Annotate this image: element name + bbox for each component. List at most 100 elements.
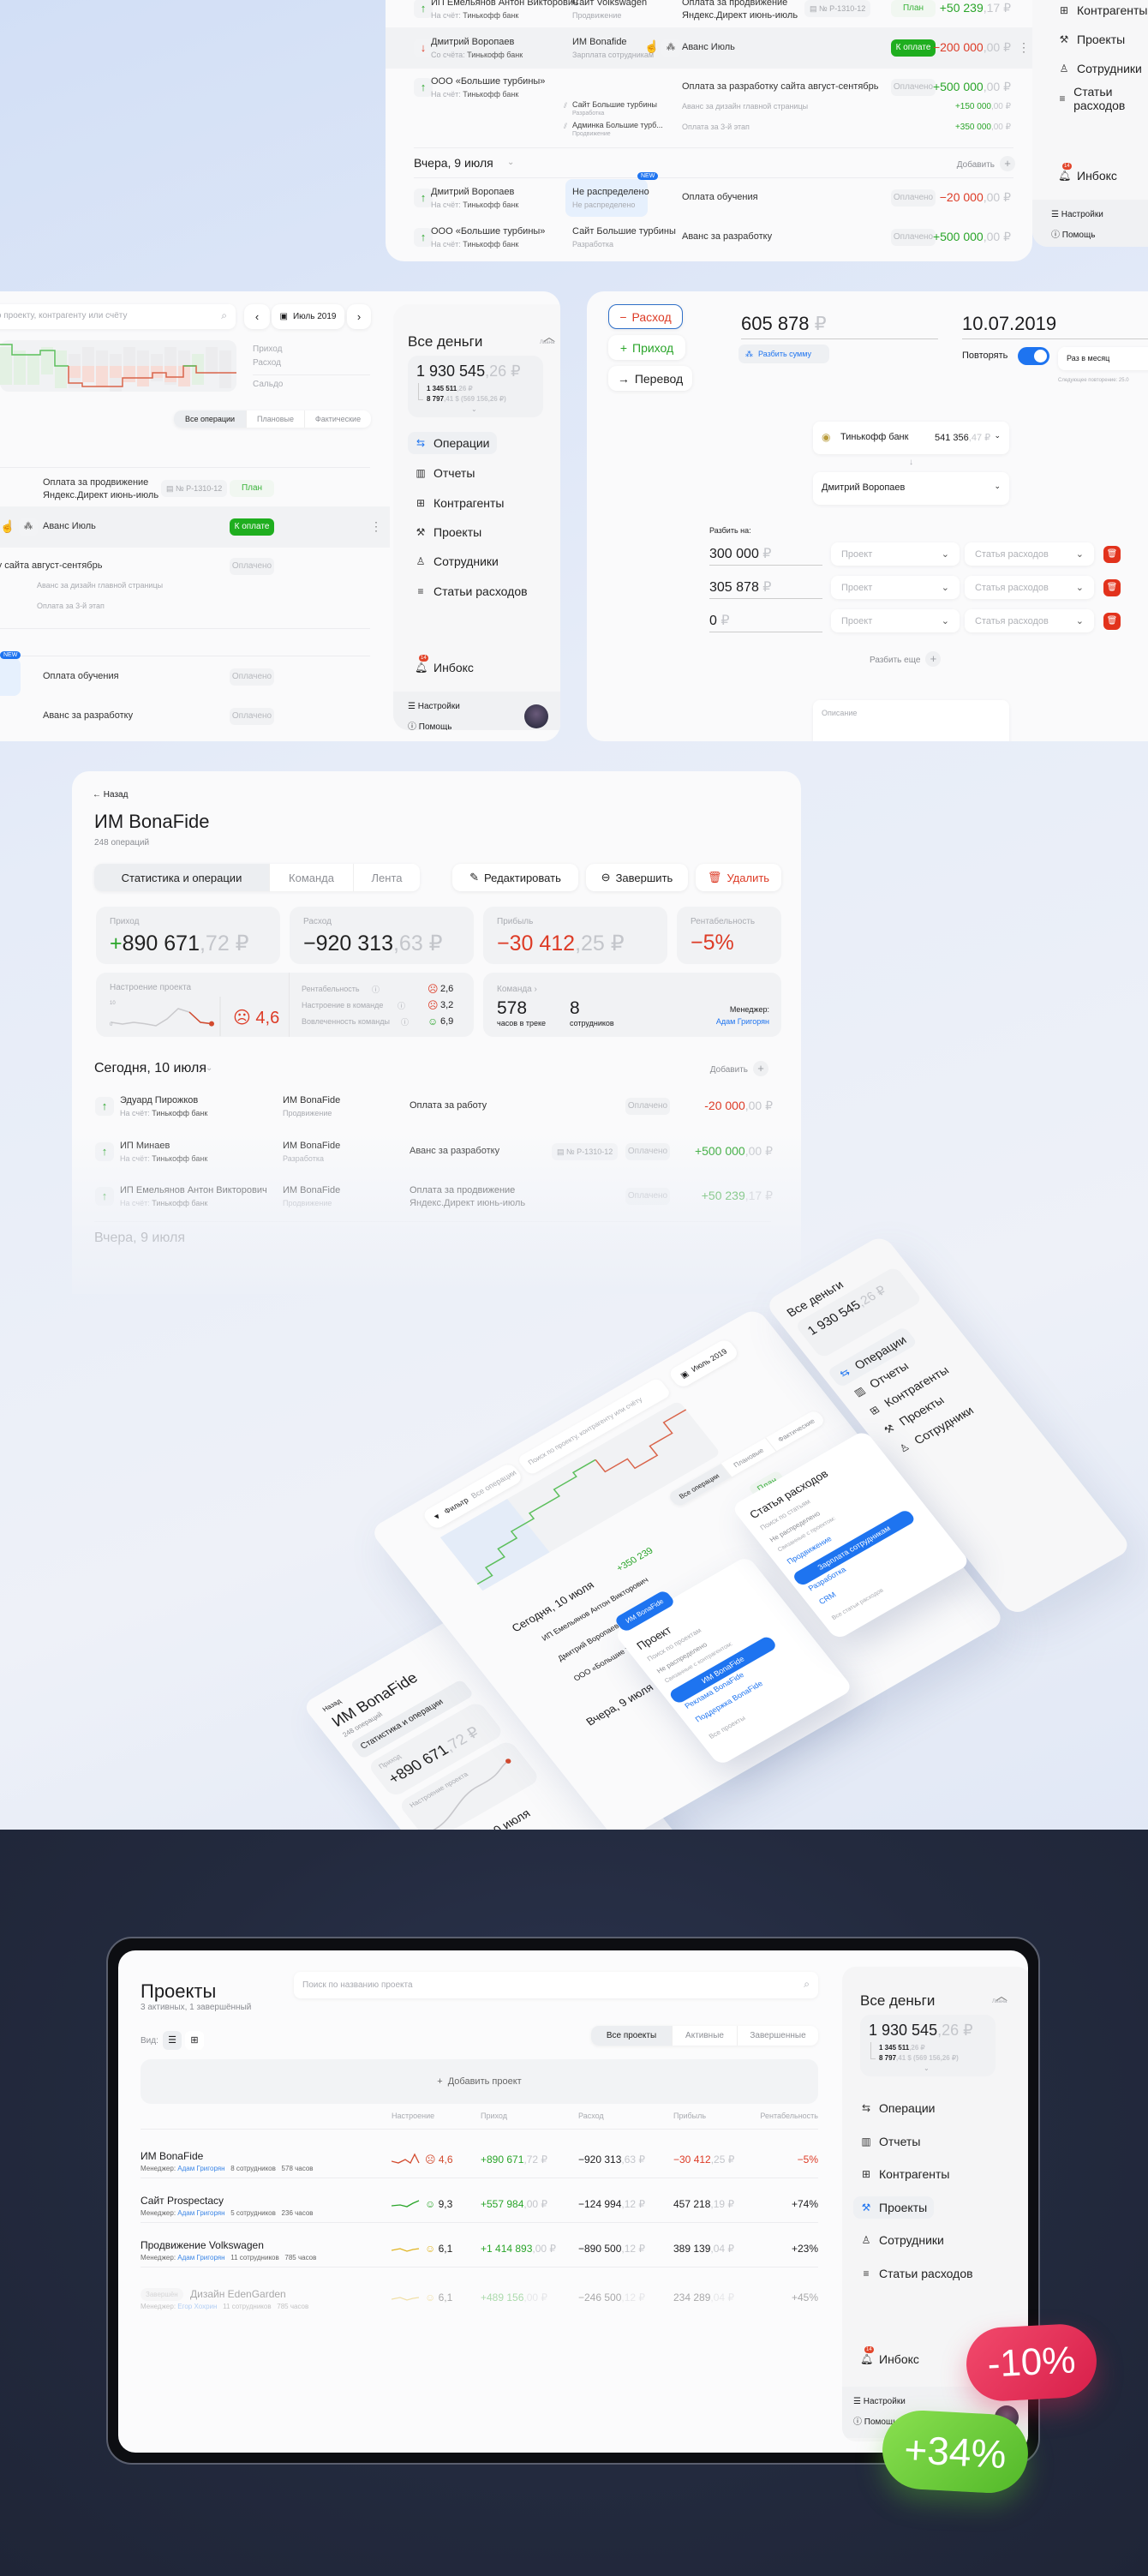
unassigned-project-chip[interactable] — [565, 179, 648, 217]
tab-planned[interactable]: Плановые — [720, 1438, 776, 1477]
sidebar-item-operations[interactable]: ⇆ Операции — [408, 432, 497, 454]
type-income-button[interactable]: + Приход — [608, 335, 685, 360]
repeat-period-select[interactable]: Раз в месяц — [1058, 347, 1148, 370]
sidebar-item-projects[interactable]: ⚒ Проекты — [853, 2196, 935, 2219]
sidebar-item-projects[interactable]: ⚒ Проекты — [1051, 28, 1132, 51]
status-badge[interactable]: Оплачено — [230, 558, 274, 575]
status-badge[interactable]: Оплачено — [230, 668, 274, 686]
sidebar-item-reports[interactable]: ▥ Отчеты — [853, 2130, 927, 2153]
settings-link[interactable]: ☰ Настройки — [408, 702, 460, 711]
tab-all[interactable]: Все проекты — [591, 2026, 672, 2046]
popup-option[interactable]: CRM — [816, 1590, 838, 1606]
sidebar-item-employees[interactable]: ♙ Сотрудники — [408, 550, 505, 572]
manager-link[interactable]: Адам Григорян — [177, 2209, 225, 2217]
tab-stats[interactable]: Статистика и операции — [94, 864, 269, 891]
money-box[interactable]: 1 930 545,26 ₽ 1 345 511,26 ₽ 8 797,41 $… — [408, 356, 543, 417]
repeat-toggle[interactable] — [1018, 347, 1049, 365]
split-project-select[interactable]: Проект ⌄ — [831, 576, 960, 599]
more-menu-icon[interactable]: ⋮ — [1018, 40, 1030, 54]
sidebar-item-expense-categories[interactable]: ≡ Статьи расходов — [853, 2262, 980, 2285]
split-icon[interactable]: ⁂ — [661, 39, 680, 57]
settings-link[interactable]: ☰ Настройки — [853, 2397, 906, 2406]
type-expense-button[interactable]: − Расход — [608, 304, 683, 329]
sidebar-item-inbox[interactable]: 🔔︎ 14 Инбокс — [853, 2346, 926, 2370]
tab-actual[interactable]: Фактические — [765, 1409, 827, 1452]
tab-planned[interactable]: Плановые — [246, 410, 304, 428]
help-link[interactable]: ⓘ Помощь — [408, 719, 451, 730]
split-amount-input[interactable]: 0 ₽ — [709, 612, 730, 629]
date-input[interactable]: 10.07.2019 — [962, 313, 1057, 334]
project-search-input[interactable]: Поиск по названию проекта ⌕ — [294, 1972, 818, 1998]
type-transfer-button[interactable]: → Перевод — [608, 366, 692, 391]
list-view-button[interactable]: ☰ — [163, 2031, 182, 2050]
status-badge[interactable]: Оплачено — [891, 189, 936, 207]
next-month-button[interactable]: › — [347, 304, 371, 329]
grid-view-button[interactable]: ⊞ — [185, 2031, 204, 2050]
delete-split-button[interactable]: 🗑︎ — [1103, 546, 1121, 563]
document-chip[interactable]: ▤ № P-1310-12 — [804, 0, 871, 17]
sidebar-item-projects[interactable]: ⚒ Проекты — [408, 521, 488, 543]
tab-all[interactable]: Все операции — [174, 410, 246, 428]
tab-team[interactable]: Команда — [269, 864, 353, 891]
split-amount-input[interactable]: 300 000 ₽ — [709, 545, 771, 562]
split-category-select[interactable]: Статья расходов ⌄ — [965, 609, 1094, 632]
expand-chevron-icon[interactable]: ⌄ — [471, 405, 477, 413]
split-project-select[interactable]: Проект ⌄ — [831, 609, 960, 632]
help-link[interactable]: ⓘ Помощь — [853, 2414, 897, 2427]
manager-link[interactable]: Адам Григорян — [177, 2254, 225, 2261]
status-badge[interactable]: Оплачено — [230, 708, 274, 725]
recipient-select[interactable]: Дмитрий Воропаев ⌄ — [813, 472, 1009, 505]
unassigned-project-chip[interactable] — [0, 658, 21, 696]
bank-account-select[interactable]: ◉ Тинькофф банк 541 356,47 ₽ ⌄ — [813, 422, 1009, 454]
amount-input[interactable]: 605 878 ₽ — [741, 313, 827, 335]
sidebar-item-inbox[interactable]: 🔔︎ 14 Инбокс — [1051, 163, 1124, 187]
add-operation-button[interactable]: Добавить + — [710, 1061, 768, 1076]
tab-finished[interactable]: Завершенные — [737, 2026, 818, 2046]
finish-button[interactable]: ⊖ Завершить — [586, 864, 688, 891]
sidebar-item-employees[interactable]: ♙ Сотрудники — [853, 2229, 951, 2251]
status-badge[interactable]: Оплачено — [891, 229, 936, 246]
month-picker[interactable]: ▣ Июль 2019 — [272, 304, 344, 329]
manager-link[interactable]: Адам Григорян — [177, 2165, 225, 2172]
back-link[interactable]: ← Назад — [93, 790, 128, 800]
search-input[interactable]: Поиск по проекту, контрагенту или счёту ⌕ — [0, 304, 236, 329]
status-badge[interactable]: План — [230, 480, 274, 497]
help-link[interactable]: ⓘ Помощь — [1051, 227, 1095, 240]
sidebar-item-reports[interactable]: ▥ Отчеты — [408, 462, 481, 484]
status-badge[interactable]: Оплачено — [625, 1098, 670, 1115]
manager-link[interactable]: Адам Григорян — [715, 1017, 769, 1026]
sidebar-item-contacts[interactable]: ⊞ Контрагенты — [853, 2163, 956, 2185]
edit-button[interactable]: ✎ Редактировать — [452, 864, 578, 891]
sidebar-item-expense-categories[interactable]: ≡ Статьи расходов — [408, 580, 535, 602]
sidebar-item-operations[interactable]: ⇆ Операции — [853, 2097, 942, 2119]
split-project-select[interactable]: Проект ⌄ — [831, 542, 960, 566]
team-card[interactable]: Команда › 578 часов в треке 8 сотруднико… — [483, 973, 781, 1037]
sidebar-item-contacts[interactable]: ⊞ Контрагенты — [408, 492, 511, 514]
settings-link[interactable]: ☰ Настройки — [1051, 210, 1103, 219]
split-category-select[interactable]: Статья расходов ⌄ — [965, 576, 1094, 599]
manager-link[interactable]: Егор Хохрин — [177, 2303, 218, 2310]
split-amount-button[interactable]: ⁂ Разбить сумму — [738, 344, 829, 363]
split-amount-input[interactable]: 305 878 ₽ — [709, 578, 771, 596]
tab-feed[interactable]: Лента — [353, 864, 420, 891]
prev-month-button[interactable]: ‹ — [244, 304, 270, 329]
avatar[interactable] — [524, 704, 548, 728]
tab-active[interactable]: Активные — [672, 2026, 737, 2046]
sidebar-item-employees[interactable]: ♙ Сотрудники — [1051, 57, 1148, 80]
sidebar-item-expense-categories[interactable]: ≡ Статьи расходов — [1051, 85, 1148, 112]
tab-actual[interactable]: Фактические — [304, 410, 371, 428]
split-more-button[interactable]: Разбить еще + — [870, 651, 942, 667]
help-icon[interactable]: ⓘ — [372, 985, 380, 994]
description-textarea[interactable]: Описание — [813, 700, 1009, 741]
status-badge[interactable]: Оплачено — [891, 79, 936, 96]
money-box[interactable]: 1 930 545,26 ₽ 1 345 511,26 ₽ 8 797,41 $… — [860, 2015, 996, 2076]
add-project-button[interactable]: + Добавить проект — [141, 2059, 818, 2104]
help-icon[interactable]: ⓘ — [398, 1002, 406, 1010]
split-icon[interactable]: ⁂ — [19, 518, 38, 536]
help-icon[interactable]: ⓘ — [401, 1018, 410, 1027]
sidebar-item-contacts[interactable]: ⊞ Контрагенты — [1051, 0, 1148, 21]
expand-chevron-icon[interactable]: ⌄ — [924, 2064, 930, 2072]
document-chip[interactable]: ▤ № P-1310-12 — [161, 480, 228, 497]
iso-month-picker[interactable]: ▣ Июль 2019 — [667, 1337, 741, 1390]
date-group-chevron-icon[interactable]: ⌄ — [507, 158, 515, 167]
